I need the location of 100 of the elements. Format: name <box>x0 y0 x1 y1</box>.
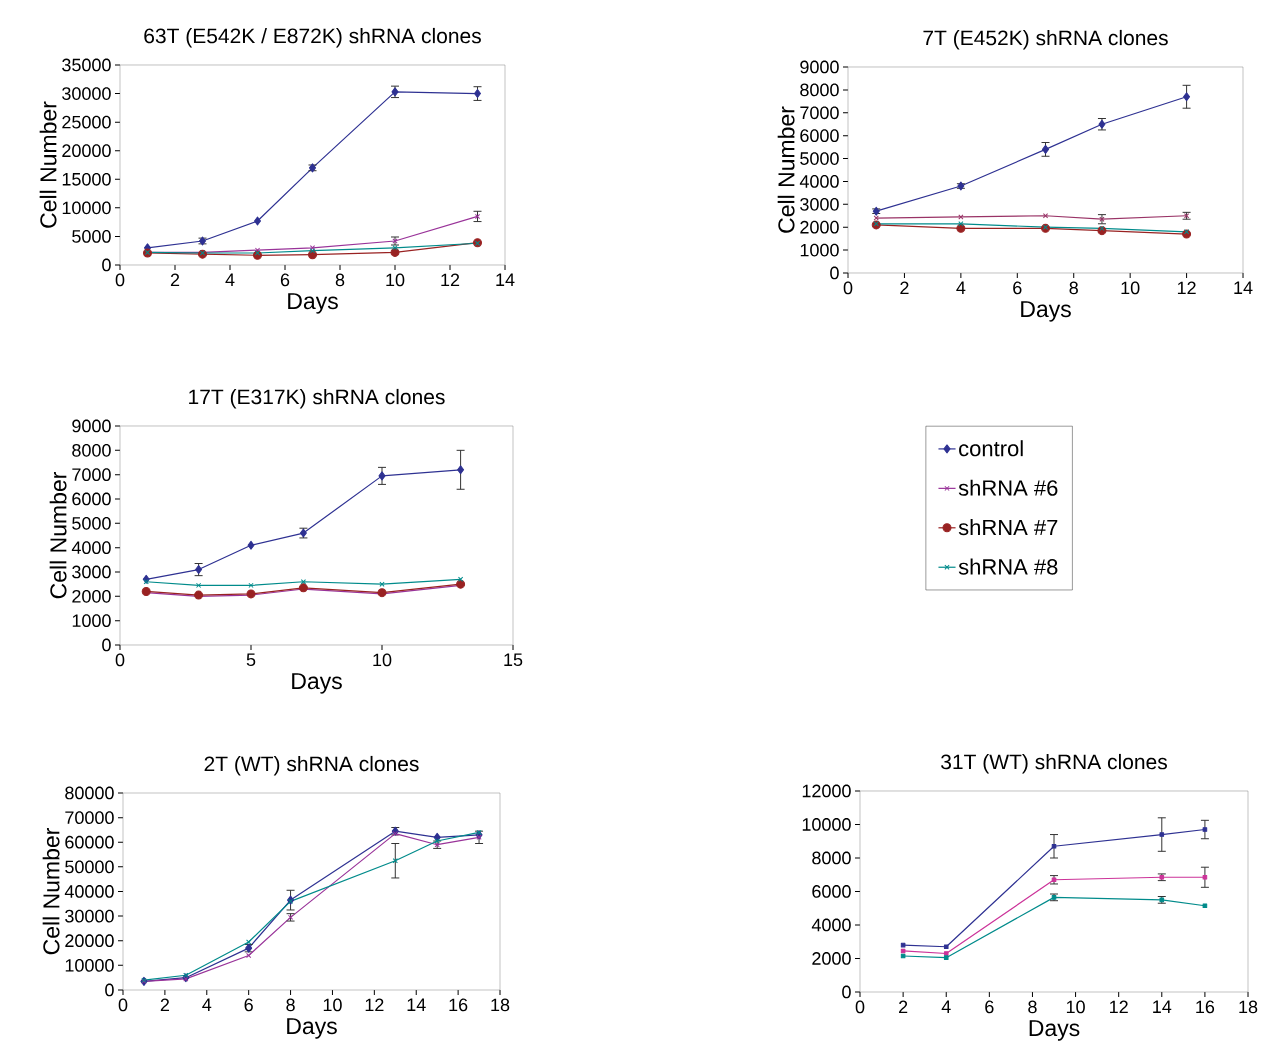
x-tick-label: 2 <box>900 281 909 295</box>
y-tick-label: 6000 <box>800 129 839 143</box>
x-tick-label: 5 <box>246 653 256 667</box>
y-tick-label: 1000 <box>72 614 111 628</box>
y-tick-label: 9000 <box>800 60 839 74</box>
y-tick-label: 9000 <box>72 419 111 433</box>
y-tick-label: 8000 <box>72 443 111 457</box>
x-tick-label: 8 <box>1028 1000 1037 1014</box>
x-tick-label: 6 <box>244 998 253 1012</box>
x-tick-label: 0 <box>115 273 125 287</box>
y-tick-label: 0 <box>105 983 114 997</box>
y-tick-label: 6000 <box>72 492 111 506</box>
x-tick-label: 4 <box>956 281 966 294</box>
x-tick-label: 10 <box>373 653 392 667</box>
x-tick-label: 12 <box>1177 281 1196 295</box>
y-tick-label: 10000 <box>62 201 111 215</box>
y-tick-label: 7000 <box>800 106 839 120</box>
y-tick-label: 0 <box>842 985 851 999</box>
y-tick-label: 80000 <box>65 786 114 800</box>
y-tick-label: 7000 <box>72 468 111 482</box>
chart-title: 7T (E452K) shRNA clones <box>923 29 1168 50</box>
x-tick-label: 16 <box>449 998 468 1012</box>
y-tick-label: 1000 <box>800 243 839 257</box>
x-tick-label: 0 <box>855 1000 865 1014</box>
y-tick-label: 0 <box>102 258 111 272</box>
x-tick-label: 8 <box>335 273 345 287</box>
y-tick-label: 30000 <box>62 87 111 100</box>
y-tick-label: 3000 <box>72 565 111 579</box>
y-tick-label: 10000 <box>65 958 114 972</box>
x-tick-label: 0 <box>115 653 125 667</box>
x-tick-label: 8 <box>1069 281 1078 295</box>
x-tick-label: 18 <box>1239 1000 1258 1014</box>
y-tick-label: 4000 <box>71 541 111 555</box>
x-axis-title: Days <box>287 1018 337 1039</box>
chart-title: 31T (WT) shRNA clones <box>941 753 1167 774</box>
x-axis-title: Days <box>1021 301 1071 322</box>
y-tick-label: 2000 <box>72 589 111 603</box>
x-tick-label: 12 <box>1110 1000 1128 1014</box>
x-tick-label: 15 <box>504 653 523 667</box>
x-tick-label: 10 <box>323 998 342 1012</box>
x-axis-title: Days <box>292 673 342 694</box>
legend-label: shRNA #7 <box>958 519 1058 536</box>
x-tick-label: 4 <box>202 998 212 1011</box>
x-tick-label: 14 <box>1153 1000 1172 1013</box>
x-axis-title: Days <box>1029 1020 1080 1041</box>
x-tick-label: 12 <box>441 273 460 287</box>
y-axis-title: Cell Number <box>39 101 57 228</box>
y-tick-label: 15000 <box>62 172 111 186</box>
y-tick-label: 5000 <box>800 152 839 165</box>
y-tick-label: 4000 <box>811 918 851 932</box>
y-axis-title: Cell Number <box>42 828 60 955</box>
y-tick-label: 12000 <box>802 784 851 798</box>
y-tick-label: 60000 <box>65 835 114 849</box>
x-tick-label: 16 <box>1196 1000 1215 1014</box>
x-tick-label: 14 <box>407 998 426 1011</box>
legend-label: shRNA #6 <box>958 479 1058 496</box>
x-tick-label: 12 <box>365 998 384 1012</box>
y-tick-label: 30000 <box>65 909 114 923</box>
x-axis-title: Days <box>288 293 338 314</box>
x-tick-label: 10 <box>1121 281 1140 295</box>
x-tick-label: 2 <box>160 998 169 1012</box>
x-tick-label: 2 <box>899 1000 908 1014</box>
y-tick-label: 5000 <box>72 516 111 530</box>
legend-label: control <box>959 440 1023 457</box>
y-axis-title: Cell Number <box>777 106 795 233</box>
x-tick-label: 18 <box>491 998 510 1012</box>
chart-title: 2T (WT) shRNA clones <box>204 755 419 776</box>
legend-label: shRNA #8 <box>958 558 1058 575</box>
y-tick-label: 50000 <box>65 860 114 874</box>
x-tick-label: 0 <box>118 998 128 1012</box>
y-tick-label: 6000 <box>812 885 851 898</box>
y-tick-label: 8000 <box>800 83 839 97</box>
y-tick-label: 2000 <box>800 220 839 234</box>
x-tick-label: 6 <box>1013 281 1022 295</box>
y-axis-title: Cell Number <box>49 472 67 599</box>
x-tick-label: 6 <box>985 1000 994 1014</box>
y-tick-label: 25000 <box>62 115 111 129</box>
y-tick-label: 2000 <box>812 952 851 965</box>
y-tick-label: 8000 <box>812 851 851 865</box>
chart-title: 17T (E317K) shRNA clones <box>189 388 445 409</box>
y-tick-label: 4000 <box>799 175 839 188</box>
chart-title: 63T (E542K / E872K) shRNA clones <box>144 27 481 48</box>
x-tick-label: 6 <box>280 273 290 287</box>
y-tick-label: 10000 <box>802 818 851 831</box>
y-tick-label: 40000 <box>64 885 114 898</box>
x-tick-label: 2 <box>170 273 180 287</box>
y-tick-label: 20000 <box>62 144 111 158</box>
y-tick-label: 0 <box>102 638 111 652</box>
y-tick-label: 70000 <box>65 811 114 824</box>
y-tick-label: 20000 <box>65 934 114 948</box>
x-tick-label: 10 <box>386 273 405 287</box>
x-tick-label: 14 <box>1234 281 1253 294</box>
x-tick-label: 4 <box>225 273 235 286</box>
x-tick-label: 10 <box>1066 1000 1085 1014</box>
x-tick-label: 14 <box>496 273 515 286</box>
y-tick-label: 35000 <box>62 58 111 72</box>
y-tick-label: 5000 <box>72 230 111 243</box>
x-tick-label: 4 <box>941 1000 951 1013</box>
x-tick-label: 8 <box>286 998 295 1012</box>
y-tick-label: 3000 <box>800 197 839 211</box>
